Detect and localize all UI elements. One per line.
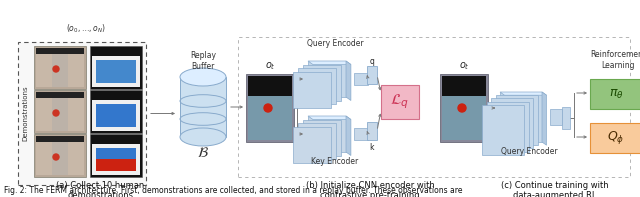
Bar — [90, 134, 142, 177]
Bar — [36, 140, 84, 175]
Bar — [34, 134, 86, 177]
Bar — [590, 123, 640, 153]
Circle shape — [264, 104, 272, 112]
Bar — [298, 68, 336, 104]
Bar — [550, 109, 562, 125]
Bar — [36, 96, 84, 131]
Text: $o_t$: $o_t$ — [264, 60, 275, 72]
Polygon shape — [346, 61, 351, 100]
Text: $(o_0,\ldots,o_N)$: $(o_0,\ldots,o_N)$ — [66, 22, 106, 35]
Circle shape — [53, 154, 59, 160]
Bar — [36, 52, 84, 87]
Bar — [248, 76, 292, 96]
Circle shape — [458, 104, 466, 112]
Bar — [52, 54, 68, 87]
Bar — [36, 136, 84, 142]
Bar — [367, 122, 377, 140]
Bar — [500, 92, 542, 142]
Bar — [92, 100, 140, 131]
Bar — [482, 105, 524, 155]
Bar — [96, 148, 136, 171]
Bar — [354, 73, 368, 85]
Bar — [52, 98, 68, 131]
Polygon shape — [542, 92, 547, 145]
Bar — [92, 56, 140, 87]
Text: Key Encoder: Key Encoder — [312, 157, 358, 166]
Text: Fig. 2: The FERM architecture. First, demonstrations are collected, and stored i: Fig. 2: The FERM architecture. First, de… — [4, 186, 463, 195]
Bar — [180, 77, 226, 137]
Bar — [303, 64, 341, 100]
Text: (c) Continue training with
data-augmented RL: (c) Continue training with data-augmente… — [501, 181, 609, 197]
Bar — [96, 60, 136, 83]
Bar — [442, 76, 486, 96]
Circle shape — [53, 66, 59, 72]
Bar — [298, 123, 336, 159]
Bar — [36, 48, 84, 54]
Polygon shape — [346, 116, 351, 155]
Circle shape — [53, 110, 59, 116]
Bar — [381, 85, 419, 119]
Text: (b) Initialize CNN encoder with
contrastive pre-training: (b) Initialize CNN encoder with contrast… — [306, 181, 435, 197]
Text: Query Encoder: Query Encoder — [500, 148, 557, 156]
Bar — [34, 46, 86, 89]
Bar — [34, 90, 86, 133]
Bar — [248, 96, 292, 140]
Bar — [308, 61, 346, 97]
Text: Reinforcement
Learning: Reinforcement Learning — [590, 50, 640, 70]
Bar — [495, 95, 538, 145]
Text: Query Encoder: Query Encoder — [307, 38, 364, 47]
FancyBboxPatch shape — [18, 42, 146, 185]
Bar — [442, 96, 486, 140]
Bar — [293, 126, 332, 163]
Bar — [367, 66, 377, 84]
Bar — [90, 90, 142, 133]
Bar — [246, 74, 294, 142]
Bar — [293, 72, 332, 108]
Text: q: q — [369, 57, 374, 65]
Ellipse shape — [180, 128, 226, 146]
Polygon shape — [500, 92, 547, 95]
Bar — [354, 128, 368, 140]
Bar — [590, 79, 640, 109]
Text: Replay
Buffer: Replay Buffer — [190, 51, 216, 71]
Bar — [486, 102, 529, 152]
Bar — [562, 107, 570, 129]
Ellipse shape — [180, 68, 226, 86]
Text: Demonstrations: Demonstrations — [22, 86, 28, 141]
Polygon shape — [308, 116, 351, 120]
Polygon shape — [308, 61, 351, 64]
Bar — [36, 92, 84, 98]
Bar — [96, 104, 136, 127]
Text: $Q_\phi$: $Q_\phi$ — [607, 129, 625, 147]
Bar — [440, 74, 488, 142]
Text: k: k — [370, 142, 374, 151]
Bar — [90, 46, 142, 89]
Text: $\pi_\theta$: $\pi_\theta$ — [609, 87, 623, 100]
Bar — [96, 159, 136, 171]
Text: $\mathcal{B}$: $\mathcal{B}$ — [197, 146, 209, 160]
Bar — [52, 142, 68, 175]
Bar — [92, 144, 140, 175]
Text: $o_t$: $o_t$ — [459, 60, 469, 72]
Bar — [491, 98, 533, 148]
Bar — [308, 116, 346, 152]
Text: $\mathcal{L}_q$: $\mathcal{L}_q$ — [390, 93, 410, 111]
Text: (a) Collect 10 human
demonstrations: (a) Collect 10 human demonstrations — [56, 181, 144, 197]
Bar — [303, 120, 341, 155]
